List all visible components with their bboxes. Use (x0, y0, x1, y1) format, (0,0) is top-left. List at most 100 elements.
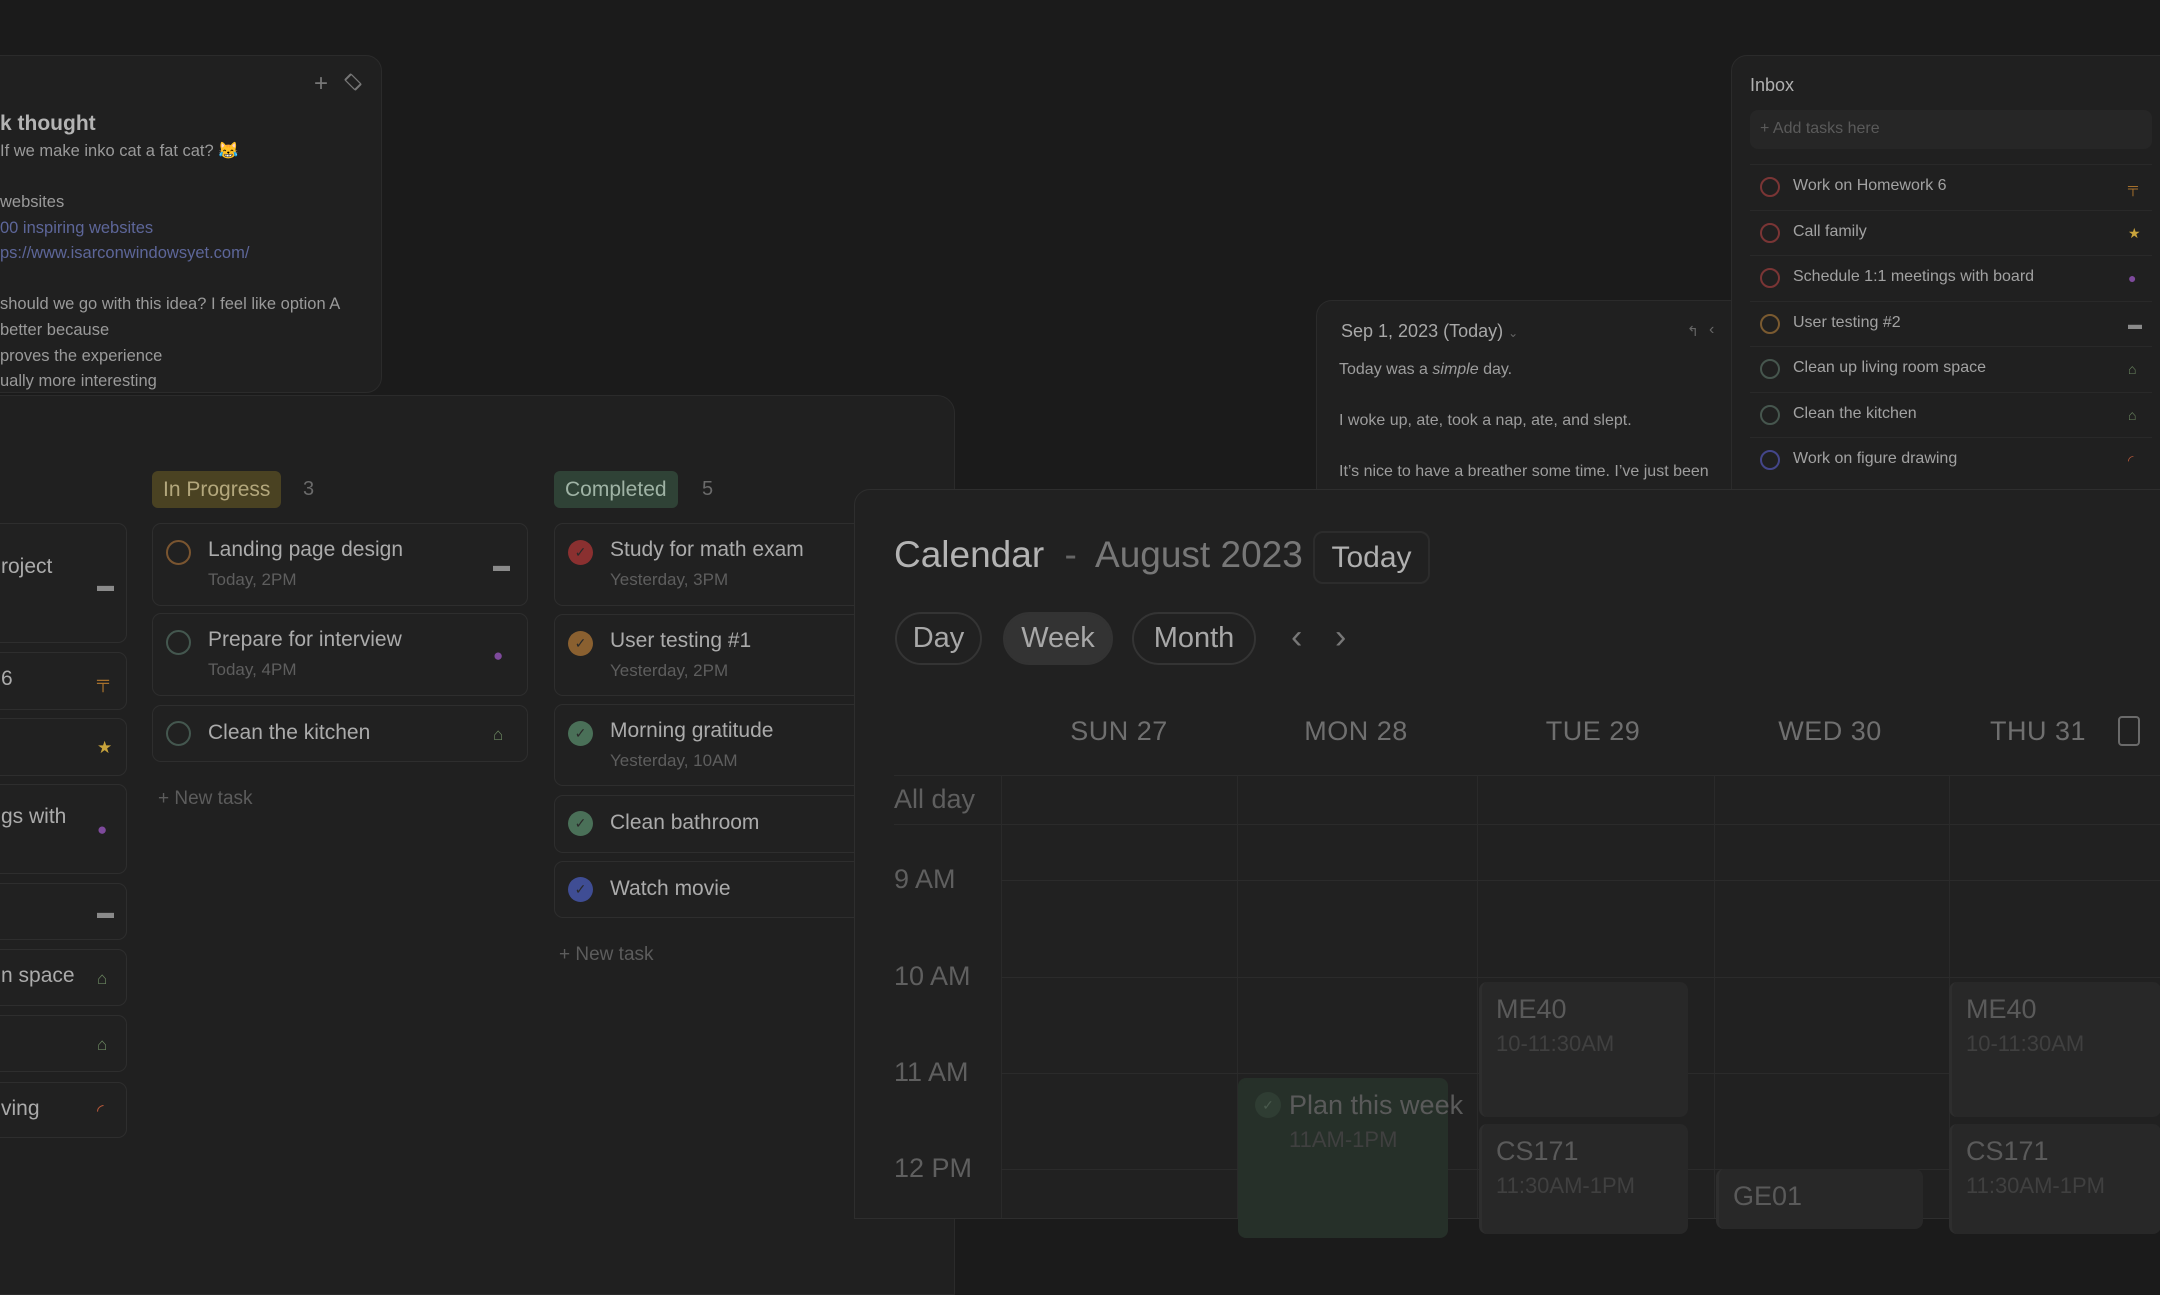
note-line: ually more interesting (0, 372, 157, 390)
task-checkbox[interactable] (166, 721, 191, 746)
task-checkbox[interactable] (1760, 268, 1780, 288)
add-task-input[interactable]: + Add tasks here (1750, 110, 2152, 149)
task-card[interactable]: ✓ Morning gratitude Yesterday, 10AM (554, 704, 894, 786)
layers-icon[interactable] (343, 72, 363, 92)
new-task-button[interactable]: + New task (559, 944, 654, 965)
check-icon[interactable]: ✓ (568, 811, 593, 836)
journal-line: I woke up, ate, took a nap, ate, and sle… (1339, 412, 1632, 429)
event-title: ME40 (1966, 994, 2037, 1024)
task-card[interactable]: ⌂ (0, 1015, 127, 1072)
calendar-event[interactable]: ME40 10-11:30AM (1949, 982, 2160, 1117)
task-card[interactable]: ✓ User testing #1 Yesterday, 2PM (554, 614, 894, 696)
task-title: Study for math exam (610, 538, 804, 561)
check-icon[interactable]: ✓ (568, 877, 593, 902)
star-icon: ★ (97, 738, 113, 757)
check-icon[interactable]: ✓ (568, 540, 593, 565)
task-card[interactable]: gs with ● (0, 784, 127, 874)
chevron-left-icon[interactable]: ‹ (1709, 321, 1715, 338)
chevron-left-icon[interactable]: ‹ (1291, 618, 1303, 656)
task-checkbox[interactable] (166, 630, 191, 655)
status-badge-in-progress: In Progress (152, 471, 282, 508)
calendar-event[interactable]: Plan this week ✓ 11AM-1PM (1238, 1078, 1463, 1238)
task-title: Morning gratitude (610, 719, 774, 742)
task-title: Clean bathroom (610, 811, 760, 834)
task-checkbox[interactable] (1760, 404, 1780, 425)
event-title: CS171 (1496, 1136, 1579, 1166)
task-checkbox[interactable] (1760, 222, 1780, 243)
divider (894, 824, 2160, 825)
task-time: Today, 4PM (208, 660, 297, 679)
note-link[interactable]: 00 inspiring websites (0, 219, 154, 237)
task-checkbox[interactable] (1760, 450, 1780, 470)
calendar-event[interactable]: CS171 11:30AM-1PM (1949, 1124, 2160, 1234)
text: day. (1478, 361, 1513, 378)
day-header: MON 28 (1304, 716, 1408, 746)
journal-line: Today was a simple day. (1339, 361, 1512, 379)
today-button[interactable]: Today (1313, 531, 1430, 584)
note-link[interactable]: ps://www.isarconwindowsyet.com/ (0, 244, 250, 262)
house-icon: ⌂ (2128, 406, 2137, 423)
inbox-item[interactable]: Call family ★ (1750, 209, 2152, 255)
hour-label: 9 AM (894, 864, 956, 894)
new-task-button[interactable]: + New task (158, 788, 253, 809)
task-card[interactable]: ★ (0, 718, 127, 776)
calendar-event[interactable]: GE01 (1716, 1169, 1923, 1229)
hour-line (1001, 880, 2160, 881)
task-title: n space (1, 964, 75, 987)
event-time: 11:30AM-1PM (1966, 1173, 2105, 1198)
journal-date: Sep 1, 2023 (Today) (1341, 321, 1504, 341)
task-title: Clean the kitchen (1793, 404, 1917, 422)
check-icon[interactable]: ✓ (568, 631, 593, 656)
task-card[interactable]: Landing page design Today, 2PM ▬ (152, 523, 528, 606)
task-card[interactable]: Clean the kitchen ⌂ (152, 705, 528, 762)
calendar-event[interactable]: CS171 11:30AM-1PM (1479, 1124, 1688, 1234)
task-checkbox[interactable] (1760, 313, 1780, 334)
calendar-panel: Calendar - August 2023 Today Day Week Mo… (854, 489, 2160, 1238)
task-card[interactable]: Prepare for interview Today, 4PM ● (152, 613, 528, 696)
hour-label: 10 AM (894, 961, 971, 991)
view-month-button[interactable]: Month (1132, 612, 1256, 665)
task-card[interactable]: ✓ Watch movie (554, 861, 894, 918)
rainbow-icon: ◜ (97, 1101, 104, 1120)
laptop-icon: ▬ (493, 555, 510, 575)
task-card[interactable]: 6 ╤ (0, 652, 127, 710)
inbox-item[interactable]: Schedule 1:1 meetings with board ● (1750, 255, 2152, 300)
plus-icon[interactable]: + (314, 70, 329, 97)
event-time: 11:30AM-1PM (1496, 1173, 1635, 1198)
grid-line (1001, 775, 1002, 1218)
view-day-button[interactable]: Day (895, 612, 982, 665)
grid-line (1714, 775, 1715, 1218)
task-time: Today, 2PM (208, 570, 297, 589)
inbox-item[interactable]: Clean up living room space ⌂ (1750, 346, 2152, 391)
emphasis: simple (1432, 361, 1479, 378)
task-title: User testing #2 (1793, 313, 1901, 331)
day-header: THU 31 (1989, 716, 2087, 746)
inbox-item[interactable]: Clean the kitchen ⌂ (1750, 391, 2152, 437)
task-time: Yesterday, 10AM (610, 751, 738, 770)
check-icon[interactable]: ✓ (568, 721, 593, 746)
hour-label: 11 AM (894, 1057, 969, 1087)
calendar-event[interactable]: ME40 10-11:30AM (1479, 982, 1688, 1117)
reply-icon[interactable]: ↰ (1687, 323, 1699, 339)
chevron-right-icon[interactable]: › (1335, 618, 1347, 656)
task-card[interactable]: ving ◜ (0, 1082, 127, 1138)
task-card[interactable]: ✓ Clean bathroom (554, 795, 894, 853)
task-checkbox[interactable] (1760, 177, 1780, 197)
note-line: should we go with this idea? I feel like… (0, 295, 341, 313)
task-checkbox[interactable] (166, 540, 191, 565)
task-card[interactable]: ▬ (0, 883, 127, 940)
journal-date-dropdown[interactable]: Sep 1, 2023 (Today) ⌄ (1341, 321, 1518, 342)
separator: - (1064, 534, 1077, 575)
task-card[interactable]: roject ▬ (0, 523, 127, 643)
construction-icon: ╤ (2128, 179, 2138, 195)
inbox-item[interactable]: User testing #2 ▬ (1750, 300, 2152, 346)
task-checkbox[interactable] (1760, 359, 1780, 379)
task-card[interactable]: n space ⌂ (0, 949, 127, 1006)
inbox-item[interactable]: Work on figure drawing ◜ (1750, 437, 2152, 482)
status-badge-completed: Completed (554, 471, 678, 508)
event-time: 11AM-1PM (1289, 1127, 1398, 1152)
inbox-item[interactable]: Work on Homework 6 ╤ (1750, 164, 2152, 209)
view-week-button[interactable]: Week (1003, 612, 1113, 665)
calendar-icon[interactable] (2118, 716, 2140, 746)
task-card[interactable]: ✓ Study for math exam Yesterday, 3PM (554, 523, 894, 606)
